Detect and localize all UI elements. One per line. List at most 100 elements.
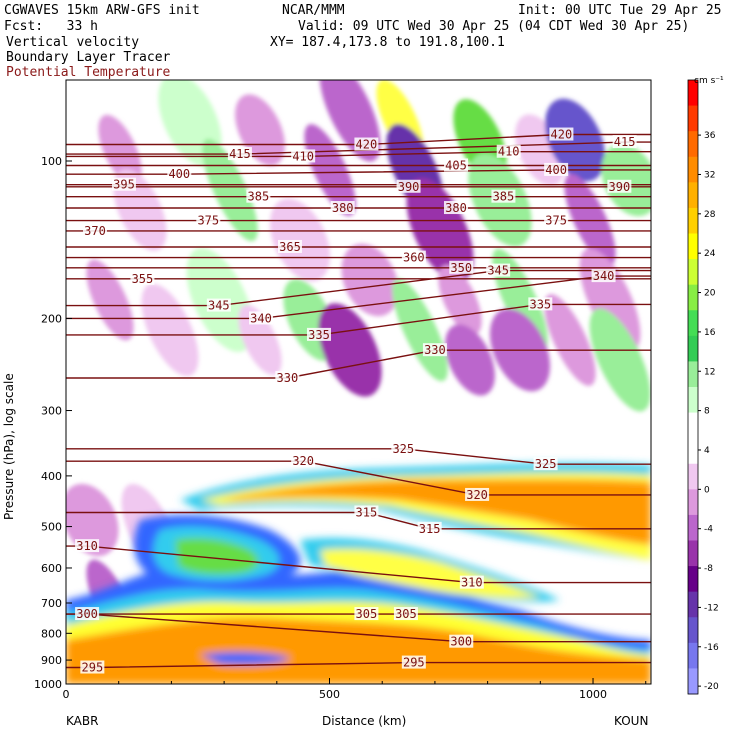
colorbar-label: -20	[704, 682, 719, 692]
theta-label-390: 390	[609, 180, 631, 194]
theta-label-bg	[444, 201, 468, 215]
model-title: CGWAVES 15km ARW-GFS init	[4, 3, 200, 18]
field-label-vertical-velocity: Vertical velocity	[6, 35, 140, 50]
theta-contour-420	[66, 133, 651, 146]
theta-contour-295	[66, 661, 651, 669]
theta-contour-320	[66, 460, 651, 496]
theta-label-bg	[444, 158, 468, 172]
theta-label-bg	[330, 201, 355, 215]
theta-label-bg	[496, 144, 521, 158]
w-anomaly-blob	[319, 80, 381, 162]
colorbar-label: 0	[704, 485, 710, 495]
theta-label-bg	[393, 607, 418, 621]
theta-label-bg	[528, 297, 553, 311]
w-anomaly-blob	[66, 483, 119, 557]
theta-label-310: 310	[461, 576, 483, 590]
x-end-station: KOUN	[614, 714, 649, 728]
theta-label-325: 325	[535, 457, 557, 471]
colorbar-swatch	[688, 514, 698, 541]
y-tick-label: 800	[41, 627, 62, 640]
plot-frame	[65, 79, 652, 685]
theta-label-bg	[277, 239, 302, 253]
theta-label-bg	[401, 250, 426, 264]
theta-label-bg	[486, 263, 511, 277]
colorbar-swatch	[688, 182, 698, 209]
theta-label-bg	[196, 213, 221, 227]
colorbar-swatch	[688, 156, 698, 183]
theta-label-bg	[291, 454, 316, 468]
colorbar-swatch	[688, 489, 698, 516]
colorbar-label: -16	[704, 643, 719, 653]
w-anomaly-blob	[341, 243, 399, 317]
theta-label-355: 355	[132, 272, 154, 286]
theta-label-bg	[449, 634, 474, 648]
colorbar-label: 8	[704, 407, 710, 417]
w-anomaly-blob	[406, 178, 474, 282]
w-anomaly-blob	[445, 324, 495, 396]
w-anomaly-blob	[318, 303, 382, 397]
theta-label-365: 365	[279, 240, 301, 254]
colorbar-swatch	[688, 540, 698, 567]
theta-contour-325	[66, 448, 651, 465]
theta-label-350: 350	[450, 261, 472, 275]
y-tick-label: 300	[41, 405, 62, 418]
colorbar-swatch	[688, 387, 698, 414]
theta-label-340: 340	[593, 269, 615, 283]
theta-label-bg	[396, 179, 421, 193]
colorbar-swatch	[688, 284, 698, 311]
theta-label-bg	[544, 162, 569, 176]
theta-label-bg	[612, 135, 637, 149]
colorbar-label: 12	[704, 367, 715, 377]
x-axis-label: Distance (km)	[322, 714, 407, 728]
colorbar-label: 32	[704, 170, 715, 180]
theta-label-335: 335	[529, 297, 551, 311]
theta-label-bg	[291, 149, 316, 163]
w-anomaly-blob	[589, 308, 651, 412]
field-label-potential-temperature: Potential Temperature	[6, 65, 171, 80]
theta-label-300: 300	[76, 607, 98, 621]
theta-label-bg	[533, 457, 558, 471]
theta-label-bg	[75, 607, 100, 621]
org-label: NCAR/MMM	[282, 3, 345, 18]
y-tick-label: 900	[41, 654, 62, 667]
y-axis-ticks: 100 200 300 400 500 600 700 800 900 1000	[34, 155, 72, 691]
theta-label-315: 315	[356, 506, 378, 520]
theta-label-295: 295	[82, 661, 104, 675]
theta-label-bg	[422, 343, 447, 357]
colorbar-frame	[687, 79, 699, 695]
theta-label-bg	[354, 607, 379, 621]
x-start-station: KABR	[66, 714, 99, 728]
theta-label-395: 395	[113, 178, 135, 192]
colorbar-swatch	[688, 310, 698, 337]
colorbar-label: 4	[704, 446, 710, 456]
colorbar-swatch	[688, 591, 698, 618]
theta-label-bg	[591, 269, 616, 283]
theta-label-310: 310	[76, 539, 98, 553]
colorbar-swatch	[688, 566, 698, 593]
theta-label-bg	[206, 298, 231, 312]
theta-contour-labels: 295 295 300 300 305 305 310 310 315 315 320 320 325 3…	[75, 127, 637, 675]
theta-label-360: 360	[403, 251, 425, 265]
theta-label-345: 345	[208, 299, 230, 313]
valid-time: Valid: 09 UTC Wed 30 Apr 25 (04 CDT Wed …	[298, 19, 690, 34]
theta-label-375: 375	[545, 214, 567, 228]
theta-label-375: 375	[197, 214, 219, 228]
y-axis-label: Pressure (hPa), log scale	[2, 373, 16, 520]
colorbar-swatch	[688, 412, 698, 439]
theta-label-345: 345	[487, 264, 509, 278]
theta-label-390: 390	[398, 180, 420, 194]
colorbar-swatch	[688, 80, 698, 107]
x-axis-ticks: 0 500 1000	[63, 678, 647, 701]
theta-label-420: 420	[551, 128, 573, 142]
colorbar-swatch	[688, 361, 698, 388]
colorbar-label: -4	[704, 525, 713, 535]
theta-label-bg	[549, 127, 574, 141]
colorbar-swatch	[688, 233, 698, 260]
colorbar-swatch	[688, 463, 698, 490]
y-tick-label: 200	[41, 312, 62, 325]
w-anomaly-blob	[86, 259, 134, 341]
theta-label-320: 320	[466, 488, 488, 502]
theta-label-415: 415	[229, 147, 251, 161]
colorbar-label: -12	[704, 603, 719, 613]
x-tick-label: 1000	[579, 688, 607, 701]
